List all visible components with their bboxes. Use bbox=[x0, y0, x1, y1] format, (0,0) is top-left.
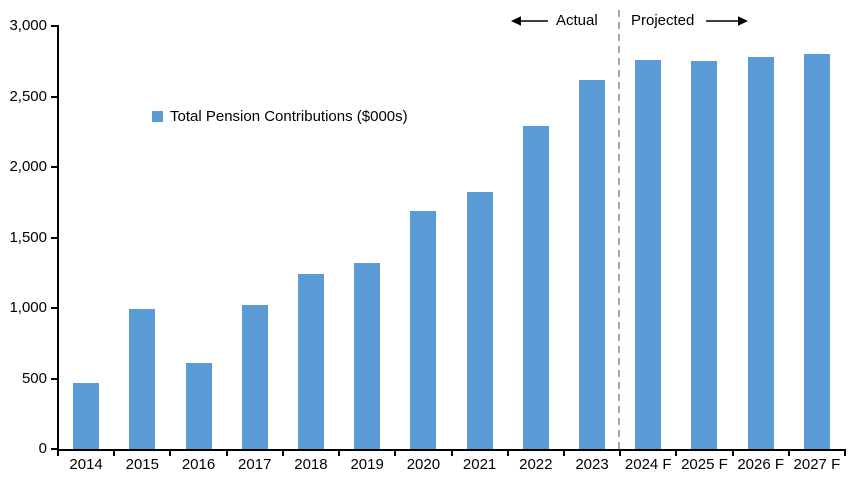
x-tick-mark bbox=[506, 451, 509, 456]
y-tick-mark bbox=[51, 166, 57, 168]
x-tick-mark bbox=[675, 451, 678, 456]
actual-annotation-label: Actual bbox=[556, 12, 598, 29]
x-tick-label-2023: 2023 bbox=[575, 456, 609, 473]
x-tick-label-2020: 2020 bbox=[406, 456, 441, 473]
bar-2025-F bbox=[691, 61, 718, 449]
projected-annotation-label: Projected bbox=[631, 12, 695, 29]
bar-2014 bbox=[73, 382, 100, 449]
y-axis-line bbox=[57, 25, 59, 451]
left-arrow-icon bbox=[511, 16, 548, 26]
y-tick-mark bbox=[51, 307, 57, 309]
bar-2022 bbox=[522, 126, 549, 449]
x-tick-mark bbox=[787, 451, 790, 456]
x-tick-mark bbox=[281, 451, 284, 456]
x-tick-label-2015: 2015 bbox=[125, 456, 159, 473]
bar-2015 bbox=[129, 309, 156, 449]
x-tick-mark bbox=[225, 451, 228, 456]
y-tick-label: 2,500 bbox=[9, 87, 47, 105]
x-tick-label-2017: 2017 bbox=[238, 456, 272, 473]
bar-2020 bbox=[410, 210, 437, 449]
y-tick-label: 0 bbox=[38, 440, 47, 457]
right-arrow-icon bbox=[706, 16, 748, 26]
bar-2021 bbox=[466, 192, 493, 449]
bar-2017 bbox=[241, 305, 268, 449]
x-tick-label-2022: 2022 bbox=[519, 456, 553, 473]
x-tick-label-2019: 2019 bbox=[350, 456, 384, 473]
bar-2019 bbox=[354, 262, 381, 449]
x-tick-mark bbox=[338, 451, 341, 456]
y-tick-label: 3,000 bbox=[9, 17, 47, 34]
y-tick-label: 500 bbox=[21, 369, 47, 387]
x-tick-label-2026-F: 2026 F bbox=[737, 456, 785, 473]
x-tick-mark bbox=[394, 451, 397, 456]
x-tick-label-2018: 2018 bbox=[294, 456, 328, 473]
x-tick-label-2016: 2016 bbox=[181, 456, 216, 473]
y-tick-mark bbox=[51, 95, 57, 98]
x-tick-mark bbox=[113, 451, 116, 456]
bar-2023 bbox=[579, 79, 606, 449]
x-tick-mark bbox=[731, 451, 734, 456]
x-tick-label-2025-F: 2025 F bbox=[681, 456, 728, 473]
x-tick-label-2027-F: 2027 F bbox=[793, 456, 841, 473]
y-tick-mark bbox=[51, 25, 57, 27]
x-axis-line bbox=[57, 449, 846, 451]
x-tick-mark bbox=[619, 451, 622, 456]
bar-2024-F bbox=[635, 59, 662, 449]
plot-area bbox=[58, 26, 845, 449]
y-tick-label: 1,500 bbox=[9, 228, 47, 246]
bar-2016 bbox=[185, 363, 212, 449]
x-tick-mark bbox=[169, 451, 172, 456]
x-tick-mark bbox=[844, 451, 846, 456]
y-tick-label: 2,000 bbox=[9, 158, 47, 175]
legend-label: Total Pension Contributions ($000s) bbox=[170, 108, 408, 125]
y-tick-label: 1,000 bbox=[9, 299, 47, 316]
legend: Total Pension Contributions ($000s) bbox=[152, 108, 408, 125]
legend-swatch-icon bbox=[152, 111, 163, 122]
bar-2027-F bbox=[803, 54, 830, 449]
x-tick-mark bbox=[562, 451, 565, 456]
y-tick-mark bbox=[51, 236, 57, 239]
y-tick-mark bbox=[51, 377, 57, 380]
x-tick-mark bbox=[57, 451, 59, 456]
x-tick-label-2024-F: 2024 F bbox=[624, 456, 672, 473]
y-tick-mark bbox=[51, 448, 57, 450]
bar-2018 bbox=[297, 274, 324, 449]
x-tick-label-2014: 2014 bbox=[69, 456, 103, 473]
x-tick-label-2021: 2021 bbox=[462, 456, 497, 473]
bar-2026-F bbox=[747, 57, 774, 449]
x-tick-mark bbox=[450, 451, 453, 456]
